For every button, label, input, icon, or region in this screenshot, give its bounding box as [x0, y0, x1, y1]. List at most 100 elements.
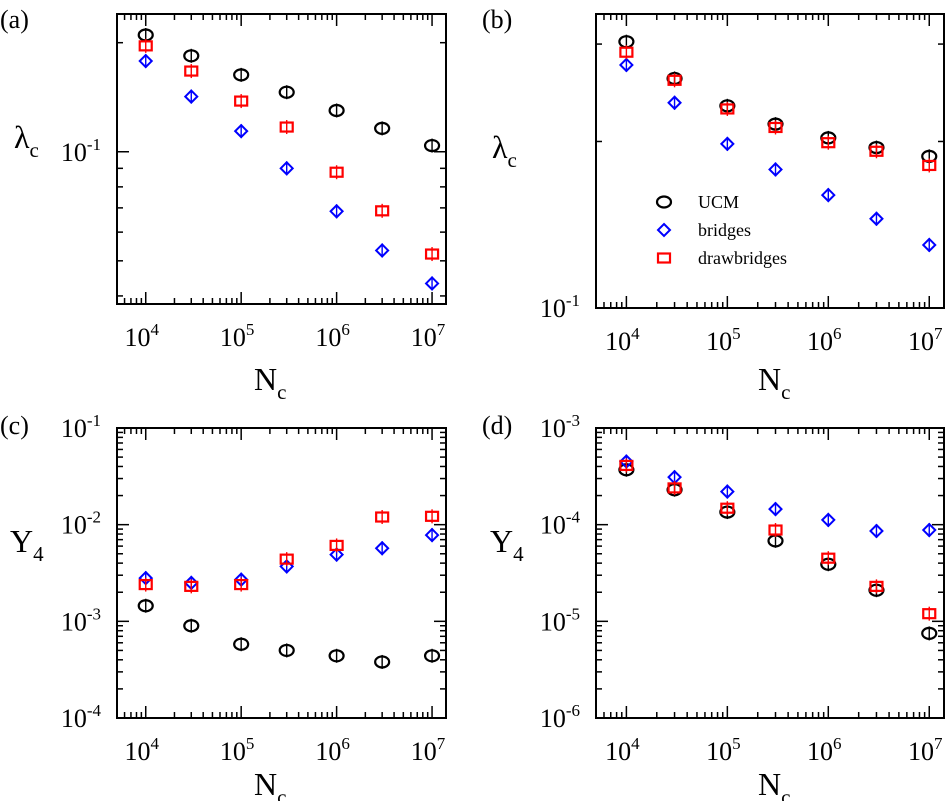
x-tick-label-base: 10	[220, 323, 246, 352]
x-tick-label-base: 10	[605, 737, 631, 766]
data-point-diamond	[618, 57, 634, 73]
data-point-diamond	[233, 123, 249, 139]
y-tick-label: 10-2	[61, 508, 101, 540]
y-tick-label-exp: -1	[566, 291, 580, 310]
x-tick-label-exp: 5	[246, 734, 255, 753]
data-point-diamond	[768, 162, 783, 177]
x-tick-label-exp: 4	[631, 324, 640, 343]
x-axis-title-main: N	[254, 361, 277, 397]
panel-letter: (d)	[482, 411, 512, 440]
series-drawbridges	[619, 458, 937, 621]
y-tick-label: 10-4	[61, 701, 102, 733]
x-tick-label-base: 10	[807, 327, 833, 356]
data-point-circle	[278, 643, 295, 658]
data-point-square	[234, 95, 249, 107]
tick-marks	[595, 14, 944, 309]
x-tick-label-exp: 7	[437, 320, 446, 339]
x-tick-label: 104	[605, 734, 640, 766]
data-point-square	[329, 539, 344, 552]
plot-frame	[116, 13, 447, 305]
data-point-square	[768, 524, 783, 536]
x-tick-label-base: 10	[124, 323, 150, 352]
panel-b: 104 105 106 10710-1Ncλc(b)UCMbridgesdrawbri…	[482, 5, 945, 404]
data-point-circle	[423, 138, 441, 153]
data-point-square	[234, 578, 249, 591]
x-tick-label-exp: 5	[732, 324, 741, 343]
x-tick-label-base: 10	[807, 737, 833, 766]
x-axis-title: Nc	[758, 766, 790, 801]
plot-frame	[595, 427, 945, 719]
data-point-square	[821, 137, 836, 149]
x-tick-label: 105	[706, 324, 741, 356]
x-tick-label-exp: 6	[341, 734, 350, 753]
series-UCM	[618, 34, 938, 164]
legend-label: UCM	[698, 192, 739, 212]
data-point-diamond	[329, 203, 345, 219]
y-tick-label-exp: -4	[87, 701, 102, 720]
x-tick-label-base: 10	[124, 737, 150, 766]
x-tick-label-base: 10	[411, 737, 437, 766]
x-tick-label-exp: 4	[150, 734, 159, 753]
data-point-square	[279, 553, 294, 565]
x-tick-label: 106	[807, 734, 842, 766]
x-axis-title: Nc	[254, 361, 286, 404]
y-tick-label-exp: -1	[87, 135, 101, 154]
y-axis-title: λc	[492, 129, 517, 172]
series-bridges	[138, 53, 440, 291]
x-tick-label-exp: 6	[833, 734, 842, 753]
data-point-square	[279, 121, 294, 133]
data-point-square	[184, 65, 199, 77]
y-tick-label: 10-6	[540, 701, 580, 733]
y-tick-label-exp: -2	[87, 508, 101, 527]
tick-marks	[595, 427, 944, 719]
data-point-square	[375, 205, 390, 217]
series-UCM	[137, 28, 441, 153]
data-point-circle	[278, 85, 295, 99]
y-axis-title-main: λ	[14, 119, 30, 155]
y-tick-label-base: 10	[61, 704, 87, 733]
x-axis-title-sub: c	[277, 380, 286, 404]
y-tick-label-exp: -4	[566, 508, 581, 527]
y-axis-title-sub: c	[30, 138, 39, 162]
data-point-square	[720, 103, 735, 115]
x-axis-title: Nc	[758, 361, 790, 404]
y-tick-label: 10-4	[540, 508, 581, 540]
panel-letter: (c)	[0, 411, 29, 440]
y-axis-title-sub: 4	[513, 542, 524, 566]
x-tick-label-exp: 6	[833, 324, 842, 343]
x-tick-label: 107	[908, 734, 943, 766]
x-tick-label-base: 10	[706, 737, 732, 766]
data-point-circle	[183, 619, 200, 633]
series-drawbridges	[138, 38, 440, 262]
data-point-square	[138, 40, 153, 52]
y-tick-label-base: 10	[540, 511, 566, 540]
x-tick-label-base: 10	[315, 737, 341, 766]
data-point-square	[720, 502, 735, 514]
x-tick-label-base: 10	[605, 327, 631, 356]
data-point-circle	[374, 655, 391, 669]
y-axis-title-main: Y	[10, 523, 33, 559]
data-point-square	[869, 145, 884, 157]
y-axis-title-sub: 4	[33, 542, 44, 566]
x-tick-label-exp: 4	[631, 734, 640, 753]
data-point-diamond	[820, 187, 836, 203]
y-axis-title-sub: c	[508, 148, 517, 172]
tick-marks	[116, 427, 446, 719]
data-point-circle	[328, 649, 345, 663]
x-tick-label: 107	[411, 320, 446, 352]
data-point-square	[768, 121, 783, 134]
series-drawbridges	[138, 509, 440, 594]
y-axis-title: Y4	[490, 523, 524, 566]
series-UCM	[618, 462, 938, 641]
data-point-diamond	[719, 136, 735, 152]
panel-letter: (a)	[0, 5, 29, 34]
x-tick-label: 107	[908, 324, 943, 356]
x-axis-title-main: N	[758, 766, 781, 801]
x-tick-label-base: 10	[411, 323, 437, 352]
data-point-circle	[183, 49, 200, 63]
data-point-circle	[423, 649, 441, 663]
x-tick-label: 105	[220, 320, 254, 352]
legend-marker-diamond	[656, 222, 672, 238]
x-axis-title-main: N	[758, 361, 781, 397]
